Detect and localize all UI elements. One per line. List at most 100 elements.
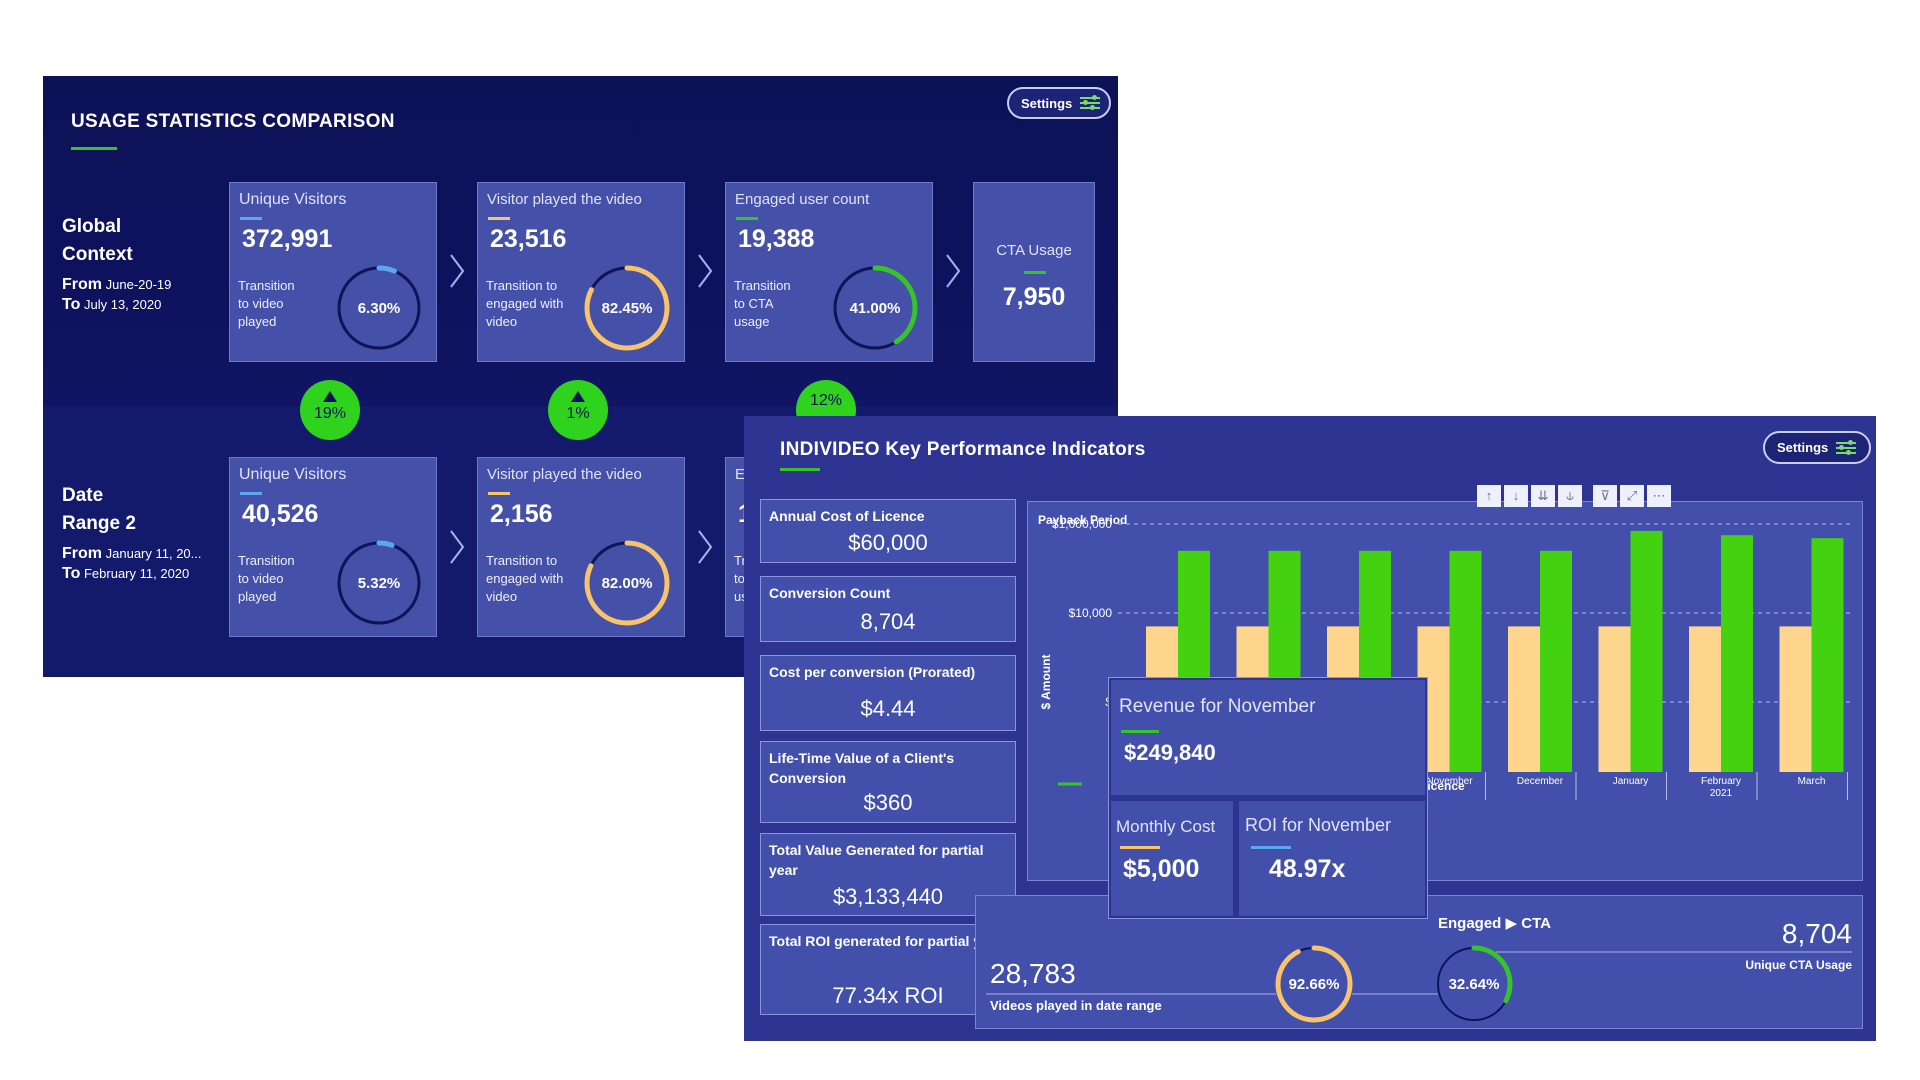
revenue-bar[interactable]	[1811, 538, 1844, 772]
card-value: 372,991	[242, 225, 333, 253]
kpi-value: 8,704	[860, 609, 916, 634]
engaged-title: Engaged	[1438, 915, 1502, 932]
delta-badge: 1%	[548, 380, 608, 440]
cost-bar[interactable]	[1779, 626, 1812, 772]
card-value: 19,388	[738, 225, 815, 253]
more-options-icon[interactable]: ⋯	[1647, 485, 1671, 507]
row-label-line: Range 2	[62, 513, 136, 534]
triangle-up-icon	[571, 391, 585, 402]
revenue-bar[interactable]	[1721, 535, 1753, 772]
delta-value: 1%	[566, 405, 590, 422]
subtext-line: video	[486, 589, 518, 604]
kpi-card[interactable]: Total Value Generated for partial year $…	[760, 833, 1016, 916]
kpi-card[interactable]: Annual Cost of Licence $60,000	[760, 499, 1016, 563]
cta-title: CTA	[1521, 915, 1551, 932]
unique-visitors-card-range2[interactable]: Unique Visitors 40,526 Transition to vid…	[229, 457, 437, 637]
cost-bar[interactable]	[1598, 626, 1631, 772]
kpi-card[interactable]: Life-Time Value of a Client's Conversion…	[760, 741, 1016, 823]
tooltip-label: ROI for November	[1245, 815, 1392, 835]
subtext-line: Transition	[734, 278, 791, 293]
global-date-range: From June-20-19 To July 13, 2020	[62, 275, 171, 315]
subtext-line: engaged with	[486, 296, 564, 311]
y-tick-label: $10,000	[1069, 606, 1113, 620]
cost-bar[interactable]	[1508, 626, 1540, 772]
global-context-label: Global Context	[62, 213, 133, 269]
card-value: 40,526	[242, 500, 319, 528]
revenue-bar[interactable]	[1449, 550, 1482, 772]
subtext-line: to	[734, 571, 745, 586]
conversion-ring: 82.45%	[584, 265, 670, 351]
settings-button[interactable]: Settings	[1007, 87, 1111, 119]
video-played-card-range2[interactable]: Visitor played the video 2,156 Transitio…	[477, 457, 685, 637]
subtext-line: engaged with	[486, 571, 564, 586]
kpi-label: Total Value Generated for partial year	[769, 842, 984, 878]
subtext-line: usage	[734, 314, 770, 329]
delta-value: 19%	[313, 405, 347, 422]
tooltip-label: Monthly Cost	[1116, 817, 1216, 836]
card-subtext: Transition to CTA usage	[734, 277, 791, 331]
tooltip-value: $249,840	[1124, 740, 1216, 765]
kpi-value: $60,000	[848, 530, 928, 555]
legend-label: Licence	[1420, 779, 1465, 793]
chevron-right-icon	[698, 254, 713, 288]
arrow-up-icon[interactable]: ↑	[1477, 485, 1501, 507]
card-label: CTA Usage	[996, 242, 1072, 259]
cta-usage-value: 8,704	[1781, 918, 1852, 949]
cta-usage-card[interactable]: CTA Usage 7,950	[973, 182, 1095, 362]
chart-title: Payback Period	[1038, 513, 1127, 527]
focus-mode-icon[interactable]: ⤢	[1620, 485, 1644, 507]
unique-visitors-card[interactable]: Unique Visitors 372,991 Transition to vi…	[229, 182, 437, 362]
cost-bar[interactable]	[1689, 626, 1721, 772]
row-label-line: Global	[62, 216, 122, 237]
from-date: June-20-19	[105, 277, 172, 292]
card-marker	[736, 217, 758, 220]
settings-label: Settings	[1021, 95, 1073, 111]
card-value: 7,950	[1002, 283, 1066, 311]
delta-badge: 19%	[300, 380, 360, 440]
kpi-card[interactable]: Total ROI generated for partial year 77.…	[760, 924, 1016, 1015]
card-subtext: Transition to engaged with video	[486, 277, 563, 331]
kpi-label: Cost per conversion (Prorated)	[769, 664, 976, 680]
tooltip-value: $5,000	[1123, 855, 1200, 883]
card-label: Visitor played the video	[487, 466, 642, 483]
subtext-line: played	[238, 314, 277, 329]
card-subtext: Transition to video played	[238, 552, 295, 606]
subtext-line: Transition to	[486, 278, 558, 293]
engaged-cta-heading: Engaged ▶ CTA	[1438, 914, 1551, 932]
title-underline	[71, 147, 117, 150]
card-subtext: Transition to engaged with video	[486, 552, 563, 606]
revenue-bar[interactable]	[1630, 530, 1663, 772]
kpi-value: 77.34x ROI	[832, 983, 944, 1008]
kpi-label: Life-Time Value of a Client's Conversion	[769, 750, 955, 786]
chevron-right-icon	[698, 530, 713, 564]
subtext-line: to video	[238, 571, 284, 586]
usage-panel-title: USAGE STATISTICS COMPARISON	[71, 111, 395, 132]
sliders-icon	[1080, 95, 1101, 111]
to-label: To	[62, 296, 81, 313]
subtext-line: Tr	[734, 553, 746, 568]
card-value: 2,156	[490, 500, 553, 528]
settings-button[interactable]: Settings	[1763, 431, 1871, 464]
kpi-card[interactable]: Cost per conversion (Prorated) $4.44	[760, 655, 1016, 731]
card-label: Engaged user count	[735, 191, 870, 208]
kpi-card[interactable]: Conversion Count 8,704	[760, 576, 1016, 642]
card-marker	[240, 217, 262, 220]
engaged-user-card[interactable]: Engaged user count 19,388 Transition to …	[725, 182, 933, 362]
y-axis-label: $ Amount	[1039, 655, 1053, 710]
arrow-down-icon[interactable]: ↓	[1504, 485, 1528, 507]
conversion-ring: 82.00%	[584, 540, 670, 626]
kpi-label: Total ROI generated for partial year	[769, 933, 1003, 949]
hierarchy-icon[interactable]: ⫝	[1558, 485, 1582, 507]
tooltip-value: 48.97x	[1269, 855, 1346, 883]
ring-percent: 6.30%	[358, 300, 401, 317]
video-played-card[interactable]: Visitor played the video 23,516 Transiti…	[477, 182, 685, 362]
expand-level-icon[interactable]: ⇊	[1531, 485, 1555, 507]
revenue-bar[interactable]	[1540, 550, 1572, 772]
chevron-right-icon	[946, 254, 961, 288]
x-tick-sublabel: 2021	[1710, 788, 1733, 799]
subtext-line: Transition	[238, 553, 295, 568]
kpi-panel: INDIVIDEO Key Performance Indicators Set…	[745, 417, 1875, 1040]
range2-date-range: From January 11, 20... To February 11, 2…	[62, 544, 202, 584]
filter-icon[interactable]: ⊽	[1593, 485, 1617, 507]
card-subtext: Tr to us	[734, 552, 748, 606]
